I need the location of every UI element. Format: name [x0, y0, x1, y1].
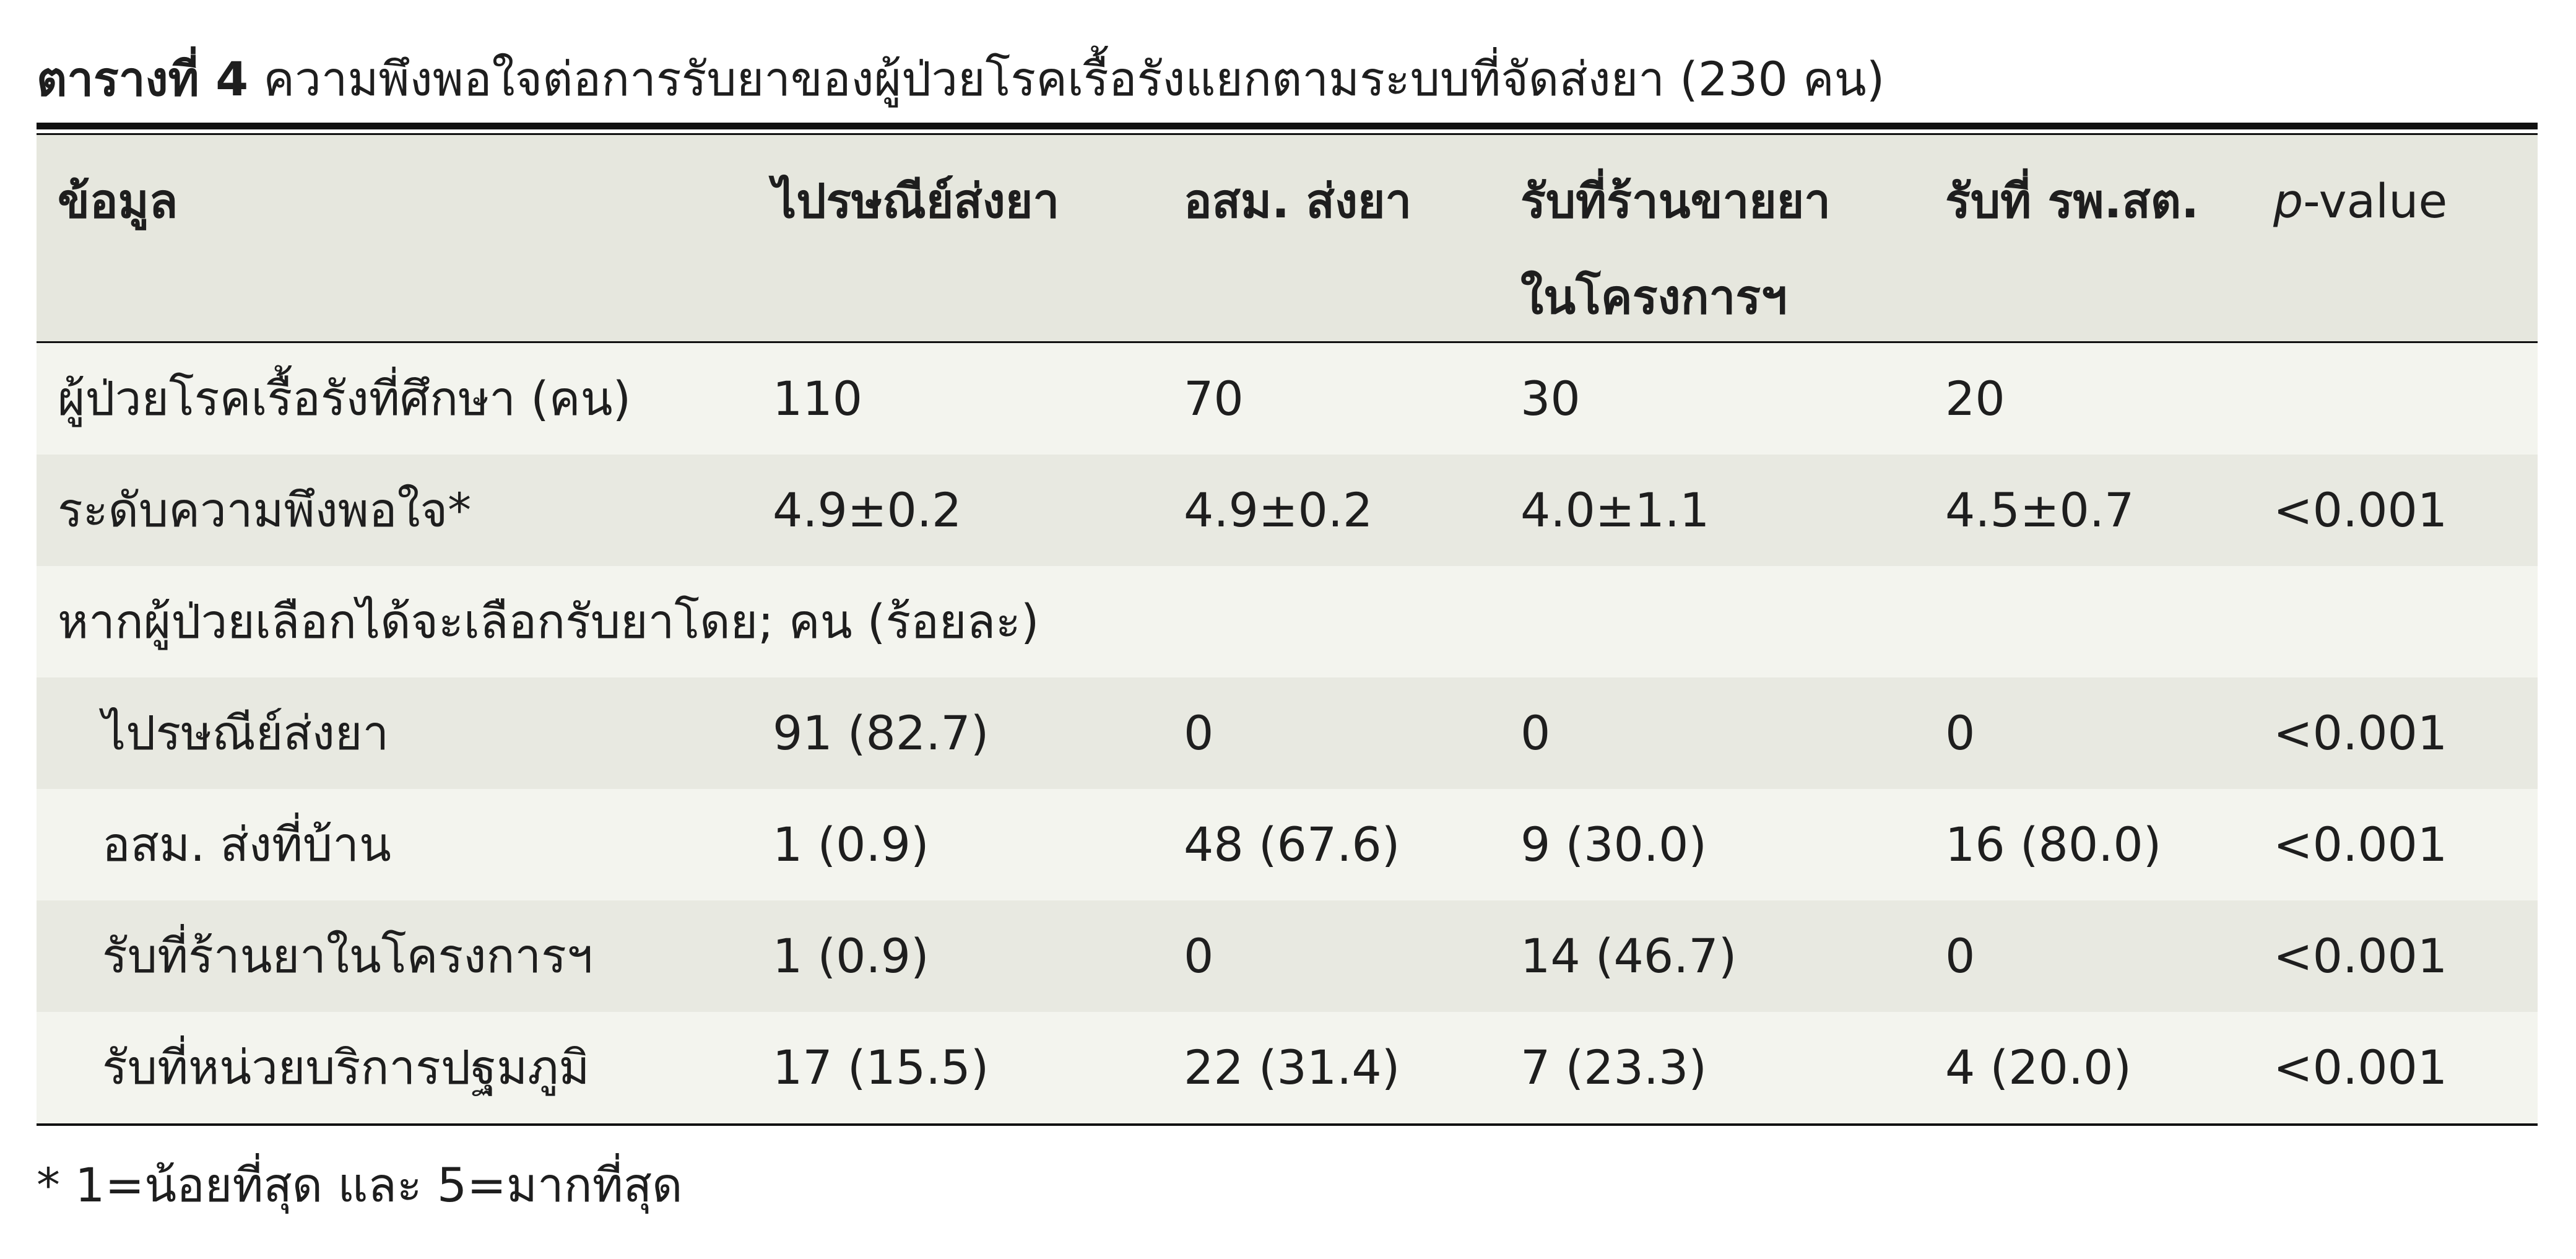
row-bg — [37, 900, 2538, 1012]
header-bg — [37, 135, 2538, 342]
table-cell: 0 — [1184, 705, 1214, 760]
table-cell: 4 (20.0) — [1945, 1040, 2132, 1095]
header-text: -value — [2303, 173, 2448, 229]
table-cell: 30 — [1520, 371, 1581, 426]
table-cell: 14 (46.7) — [1520, 928, 1737, 983]
table-cell: <0.001 — [2273, 1040, 2448, 1095]
row-bg — [37, 789, 2538, 900]
caption-label: ตารางที่ 4 — [37, 51, 249, 107]
table-cell: 70 — [1184, 371, 1244, 426]
table-cell: 110 — [773, 371, 863, 426]
table-cell: 17 (15.5) — [773, 1040, 989, 1095]
table-cell: 0 — [1520, 705, 1551, 760]
row-bg — [37, 566, 2538, 677]
row-bg — [37, 677, 2538, 789]
row-bg — [37, 343, 2538, 455]
header-cell: อสม. ส่งยา — [1184, 173, 1412, 229]
table-cell: ไปรษณีย์ส่งยา — [102, 705, 389, 760]
table-cell: <0.001 — [2273, 705, 2448, 760]
table-cell: รับที่ร้านยาในโครงการฯ — [102, 928, 593, 983]
table-cell: 16 (80.0) — [1945, 817, 2162, 872]
top-rule — [37, 123, 2538, 129]
header-cell: รับที่ร้านขายยา — [1520, 173, 1831, 229]
table-cell: 4.9±0.2 — [1184, 482, 1373, 538]
top-rule-thin — [37, 133, 2538, 135]
bottom-rule — [37, 1123, 2538, 1126]
row-bg — [37, 455, 2538, 566]
footnote: * 1=น้อยที่สุด และ 5=มากที่สุด — [37, 1157, 683, 1213]
table-cell: <0.001 — [2273, 928, 2448, 983]
table-cell: <0.001 — [2273, 817, 2448, 872]
header-cell: รับที่ รพ.สต. — [1945, 173, 2200, 229]
table-cell: 22 (31.4) — [1184, 1040, 1400, 1095]
table-cell: ผู้ป่วยโรคเรื้อรังที่ศึกษา (คน) — [58, 371, 631, 426]
header-cell: ไปรษณีย์ส่งยา — [773, 173, 1060, 229]
table-cell: 91 (82.7) — [773, 705, 989, 760]
table-cell: 48 (67.6) — [1184, 817, 1400, 872]
header-cell: ข้อมูล — [58, 173, 178, 229]
table-cell: 9 (30.0) — [1520, 817, 1707, 872]
table-caption: ตารางที่ 4 ความพึงพอใจต่อการรับยาของผู้ป… — [37, 56, 1884, 103]
header-cell: ในโครงการฯ — [1520, 269, 1787, 325]
table-cell: 7 (23.3) — [1520, 1040, 1707, 1095]
table-cell: 0 — [1945, 928, 1975, 983]
table-cell: 1 (0.9) — [773, 817, 929, 872]
table-cell: อสม. ส่งที่บ้าน — [102, 817, 391, 872]
caption-text: ความพึงพอใจต่อการรับยาของผู้ป่วยโรคเรื้อ… — [263, 51, 1885, 107]
table-cell: ระดับความพึงพอใจ* — [58, 482, 472, 538]
header-rule — [37, 341, 2538, 343]
table-cell: 4.0±1.1 — [1520, 482, 1710, 538]
table-cell: 4.9±0.2 — [773, 482, 962, 538]
table-cell: รับที่หน่วยบริการปฐมภูมิ — [102, 1040, 590, 1095]
table-cell: 0 — [1184, 928, 1214, 983]
row-bg — [37, 1012, 2538, 1123]
header-italic: p — [2273, 173, 2304, 229]
header-cell: p-value — [2273, 178, 2447, 225]
table-cell: 4.5±0.7 — [1945, 482, 2135, 538]
table-cell: 1 (0.9) — [773, 928, 929, 983]
table-cell: <0.001 — [2273, 482, 2448, 538]
table-cell: 20 — [1945, 371, 2005, 426]
section-label: หากผู้ป่วยเลือกได้จะเลือกรับยาโดย; คน (ร… — [58, 594, 1039, 649]
table-cell: 0 — [1945, 705, 1975, 760]
